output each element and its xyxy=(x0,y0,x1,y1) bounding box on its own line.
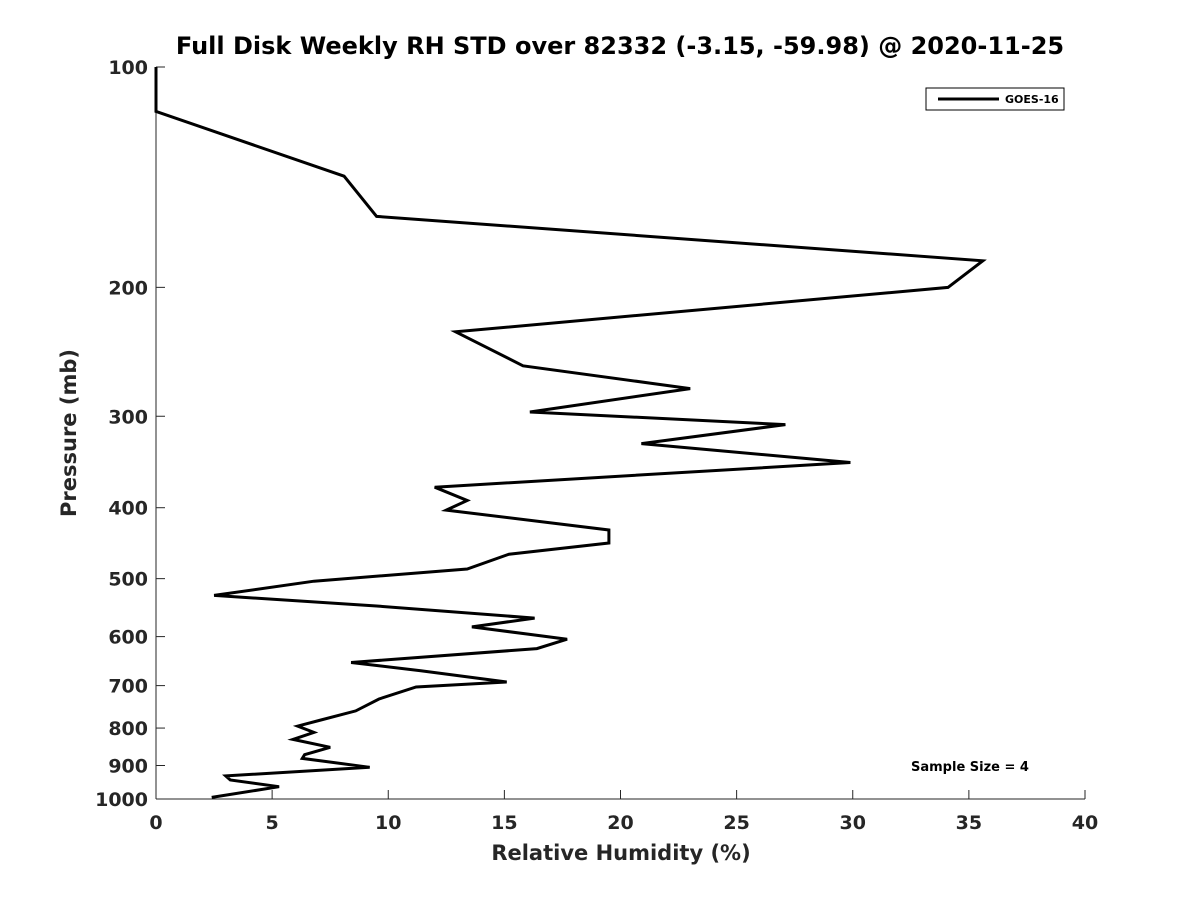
x-axis-ticks: 0 5 10 15 20 25 30 35 40 xyxy=(149,790,1098,834)
y-tick-label-500: 500 xyxy=(108,569,148,591)
y-axis-ticks: 100 200 300 400 500 600 700 800 900 1000 xyxy=(95,57,165,811)
x-tick-label-0: 0 xyxy=(149,812,162,834)
y-tick-label-800: 800 xyxy=(108,718,148,740)
x-tick-label-40: 40 xyxy=(1072,812,1098,834)
y-tick-label-1000: 1000 xyxy=(95,789,148,811)
y-tick-label-700: 700 xyxy=(108,676,148,698)
series-layer xyxy=(154,67,987,799)
x-tick-label-5: 5 xyxy=(266,812,279,834)
sample-size-annotation: Sample Size = 4 xyxy=(911,760,1029,775)
x-tick-label-20: 20 xyxy=(607,812,633,834)
y-tick-label-600: 600 xyxy=(108,627,148,649)
y-tick-label-300: 300 xyxy=(108,406,148,428)
y-tick-label-100: 100 xyxy=(108,57,148,79)
x-axis-label: Relative Humidity (%) xyxy=(491,841,750,865)
x-tick-label-10: 10 xyxy=(375,812,401,834)
x-tick-label-30: 30 xyxy=(840,812,866,834)
chart-title: Full Disk Weekly RH STD over 82332 (-3.1… xyxy=(176,32,1064,60)
legend: GOES-16 xyxy=(925,87,1065,111)
y-tick-label-200: 200 xyxy=(108,277,148,299)
y-axis-label: Pressure (mb) xyxy=(57,349,81,517)
y-tick-label-400: 400 xyxy=(108,498,148,520)
legend-label-goes-16: GOES-16 xyxy=(1005,93,1059,106)
x-tick-label-25: 25 xyxy=(723,812,749,834)
y-tick-label-900: 900 xyxy=(108,756,148,778)
x-tick-label-35: 35 xyxy=(956,812,982,834)
x-tick-label-15: 15 xyxy=(491,812,517,834)
series-line-goes-16 xyxy=(154,67,987,799)
